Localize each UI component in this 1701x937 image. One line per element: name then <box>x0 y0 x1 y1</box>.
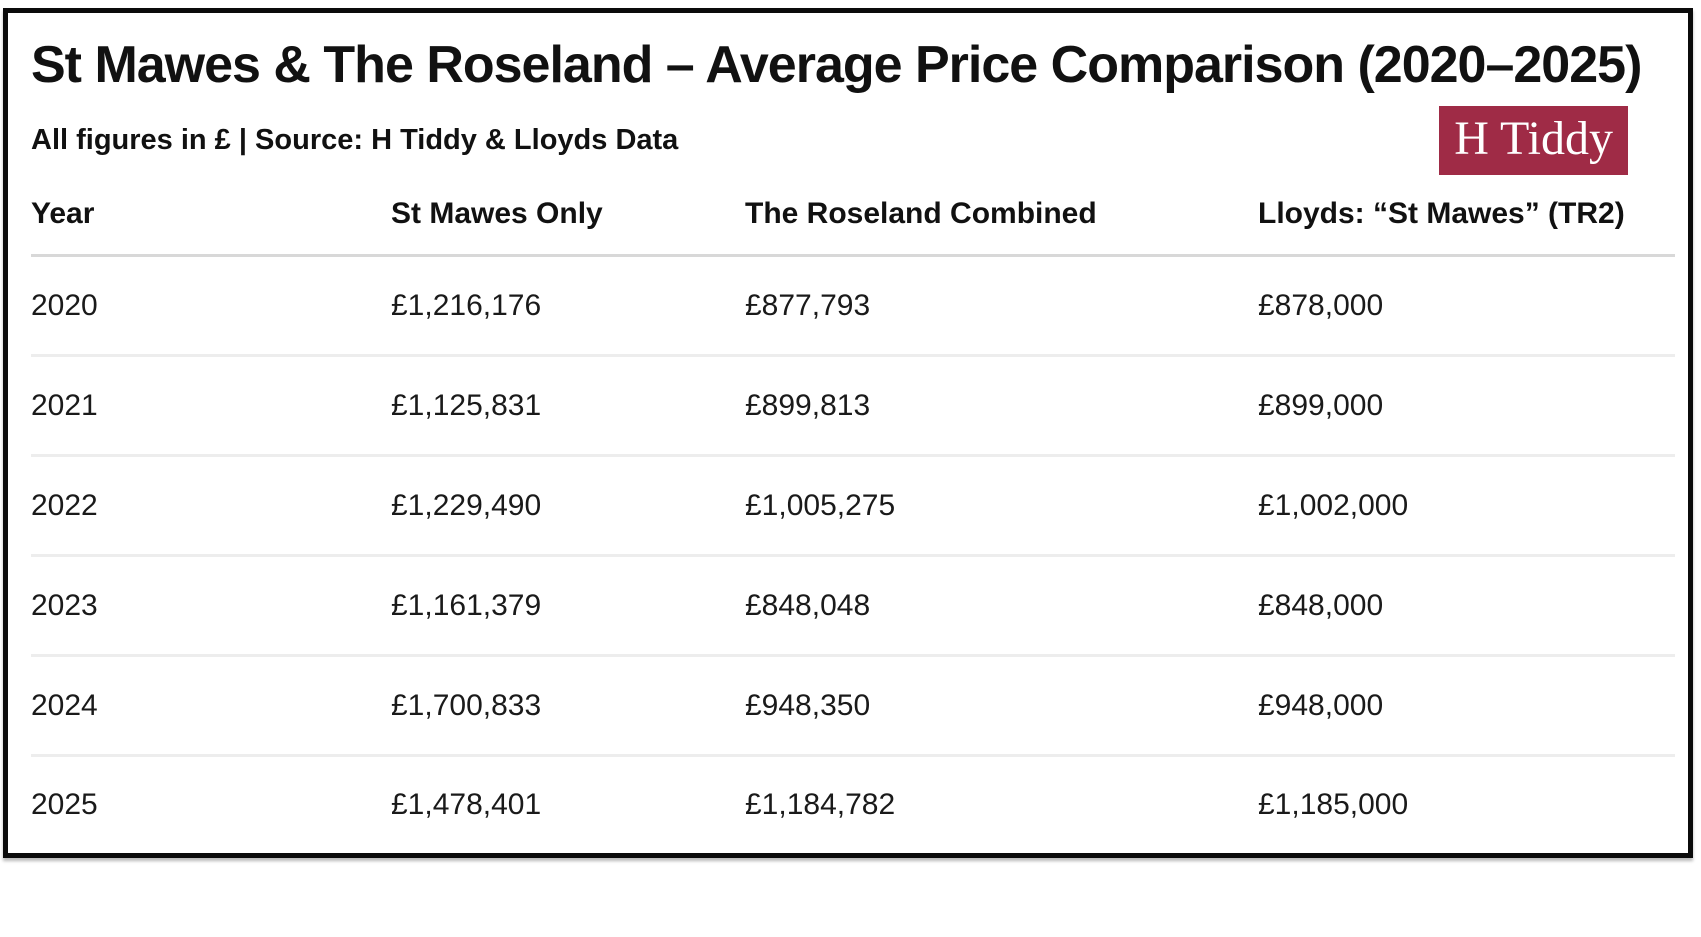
lloyds-value-cell: £878,000 <box>1258 255 1675 357</box>
price-comparison-card: St Mawes & The Roseland – Average Price … <box>3 8 1693 858</box>
lloyds-value-cell: £1,185,000 <box>1258 788 1409 821</box>
roseland-value-cell: £848,048 <box>745 555 1258 657</box>
column-header-roseland-combined: The Roseland Combined <box>745 173 1258 257</box>
st-mawes-value-cell: £1,125,831 <box>391 355 745 457</box>
st-mawes-value-cell: £1,161,379 <box>391 555 745 657</box>
year-cell: 2024 <box>31 655 391 757</box>
subtitle-row: All figures in £ | Source: H Tiddy & Llo… <box>31 106 1664 175</box>
table-row-2020: 2020 £1,216,176 £877,793 £878,000 <box>31 255 1675 357</box>
source-note: All figures in £ | Source: H Tiddy & Llo… <box>31 124 679 156</box>
roseland-value-cell: £877,793 <box>745 255 1258 357</box>
table-row-2023: 2023 £1,161,379 £848,048 £848,000 <box>31 555 1675 657</box>
st-mawes-value-cell: £1,478,401 <box>391 788 542 821</box>
table-row-2025: 2025 £1,478,401 £1,184,782 £1,185,000 <box>31 756 1675 854</box>
year-cell: 2020 <box>31 255 391 357</box>
lloyds-value-cell: £899,000 <box>1258 355 1675 457</box>
price-comparison-table: Year St Mawes Only The Roseland Combined… <box>31 173 1675 853</box>
lloyds-value-cell: £948,000 <box>1258 655 1675 757</box>
table-header-row: Year St Mawes Only The Roseland Combined… <box>31 173 1675 257</box>
year-cell: 2025 <box>31 788 98 821</box>
h-tiddy-logo-text: H Tiddy <box>1454 112 1613 165</box>
table-row-2021: 2021 £1,125,831 £899,813 £899,000 <box>31 355 1675 457</box>
lloyds-value-cell: £848,000 <box>1258 555 1675 657</box>
roseland-value-cell: £899,813 <box>745 355 1258 457</box>
year-cell: 2022 <box>31 455 391 557</box>
table-row-2022: 2022 £1,229,490 £1,005,275 £1,002,000 <box>31 455 1675 557</box>
st-mawes-value-cell: £1,700,833 <box>391 655 745 757</box>
year-cell: 2021 <box>31 355 391 457</box>
roseland-value-cell: £1,005,275 <box>745 455 1258 557</box>
column-header-year: Year <box>31 173 391 257</box>
lloyds-value-cell: £1,002,000 <box>1258 455 1675 557</box>
st-mawes-value-cell: £1,216,176 <box>391 255 745 357</box>
page-title: St Mawes & The Roseland – Average Price … <box>31 36 1642 94</box>
h-tiddy-logo: H Tiddy <box>1439 106 1628 175</box>
year-cell: 2023 <box>31 555 391 657</box>
column-header-lloyds-tr2: Lloyds: “St Mawes” (TR2) <box>1258 173 1675 257</box>
roseland-value-cell: £1,184,782 <box>745 788 896 821</box>
roseland-value-cell: £948,350 <box>745 655 1258 757</box>
st-mawes-value-cell: £1,229,490 <box>391 455 745 557</box>
column-header-st-mawes-only: St Mawes Only <box>391 173 745 257</box>
table-row-2024: 2024 £1,700,833 £948,350 £948,000 <box>31 655 1675 757</box>
